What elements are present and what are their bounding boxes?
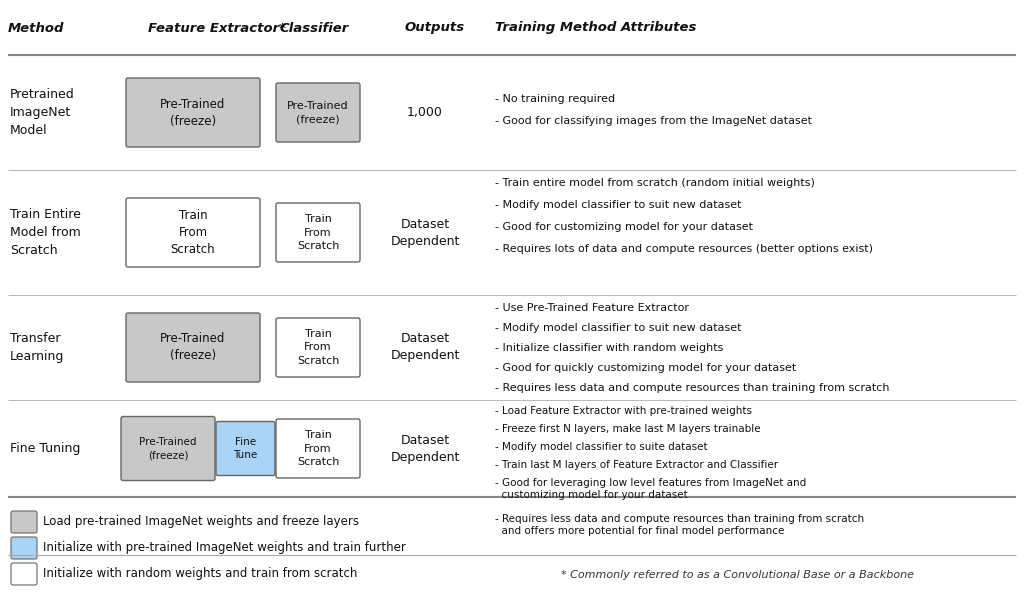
Text: - No training required: - No training required [495,95,615,104]
Text: - Modify model classifier to suit new dataset: - Modify model classifier to suit new da… [495,323,741,333]
Text: - Requires lots of data and compute resources (better options exist): - Requires lots of data and compute reso… [495,244,873,254]
FancyBboxPatch shape [126,313,260,382]
Text: Method: Method [8,21,65,35]
Text: - Use Pre-Trained Feature Extractor: - Use Pre-Trained Feature Extractor [495,303,689,313]
Text: Outputs: Outputs [406,21,465,35]
Text: Initialize with pre-trained ImageNet weights and train further: Initialize with pre-trained ImageNet wei… [43,542,406,554]
Text: - Load Feature Extractor with pre-trained weights: - Load Feature Extractor with pre-traine… [495,406,752,416]
Text: - Good for leveraging low level features from ImageNet and
  customizing model f: - Good for leveraging low level features… [495,478,806,501]
Text: - Good for quickly customizing model for your dataset: - Good for quickly customizing model for… [495,363,797,373]
Text: Pre-Trained
(freeze): Pre-Trained (freeze) [161,98,225,128]
Text: Train Entire
Model from
Scratch: Train Entire Model from Scratch [10,208,81,257]
FancyBboxPatch shape [276,318,360,377]
Text: Pre-Trained
(freeze): Pre-Trained (freeze) [139,437,197,460]
Text: Fine Tuning: Fine Tuning [10,442,80,455]
Text: * Commonly referred to as a Convolutional Base or a Backbone: * Commonly referred to as a Convolutiona… [561,570,913,580]
FancyBboxPatch shape [11,563,37,585]
Text: Pretrained
ImageNet
Model: Pretrained ImageNet Model [10,88,75,137]
Text: - Modify model classifier to suit new dataset: - Modify model classifier to suit new da… [495,200,741,210]
FancyBboxPatch shape [11,511,37,533]
Text: Transfer
Learning: Transfer Learning [10,332,65,363]
FancyBboxPatch shape [276,83,360,142]
Text: - Requires less data and compute resources than training from scratch: - Requires less data and compute resourc… [495,383,890,393]
Text: 1,000: 1,000 [408,106,443,119]
FancyBboxPatch shape [216,421,275,476]
FancyBboxPatch shape [126,78,260,147]
Text: - Requires less data and compute resources than training from scratch
  and offe: - Requires less data and compute resourc… [495,514,864,536]
Text: Dataset
Dependent: Dataset Dependent [390,433,460,464]
Text: - Train entire model from scratch (random initial weights): - Train entire model from scratch (rando… [495,178,815,188]
Text: Initialize with random weights and train from scratch: Initialize with random weights and train… [43,567,357,581]
FancyBboxPatch shape [276,419,360,478]
Text: Feature Extractor*: Feature Extractor* [148,21,286,35]
Text: Train
From
Scratch: Train From Scratch [297,330,339,366]
Text: - Train last M layers of Feature Extractor and Classifier: - Train last M layers of Feature Extract… [495,460,778,470]
Text: - Good for customizing model for your dataset: - Good for customizing model for your da… [495,222,753,232]
Text: Train
From
Scratch: Train From Scratch [297,215,339,251]
FancyBboxPatch shape [276,203,360,262]
Text: Dataset
Dependent: Dataset Dependent [390,218,460,247]
FancyBboxPatch shape [126,198,260,267]
FancyBboxPatch shape [121,417,215,480]
Text: Dataset
Dependent: Dataset Dependent [390,333,460,362]
Text: Train
From
Scratch: Train From Scratch [297,430,339,467]
Text: - Initialize classifier with random weights: - Initialize classifier with random weig… [495,343,723,353]
FancyBboxPatch shape [11,537,37,559]
Text: - Freeze first N layers, make last M layers trainable: - Freeze first N layers, make last M lay… [495,424,761,434]
Text: Pre-Trained
(freeze): Pre-Trained (freeze) [287,101,349,124]
Text: Training Method Attributes: Training Method Attributes [495,21,696,35]
Text: Load pre-trained ImageNet weights and freeze layers: Load pre-trained ImageNet weights and fr… [43,516,359,529]
Text: Train
From
Scratch: Train From Scratch [171,209,215,256]
Text: - Good for classifying images from the ImageNet dataset: - Good for classifying images from the I… [495,116,812,126]
Text: Classifier: Classifier [280,21,349,35]
Text: - Modify model classifier to suite dataset: - Modify model classifier to suite datas… [495,442,708,452]
Text: Fine
Tune: Fine Tune [233,437,258,460]
Text: Pre-Trained
(freeze): Pre-Trained (freeze) [161,333,225,362]
